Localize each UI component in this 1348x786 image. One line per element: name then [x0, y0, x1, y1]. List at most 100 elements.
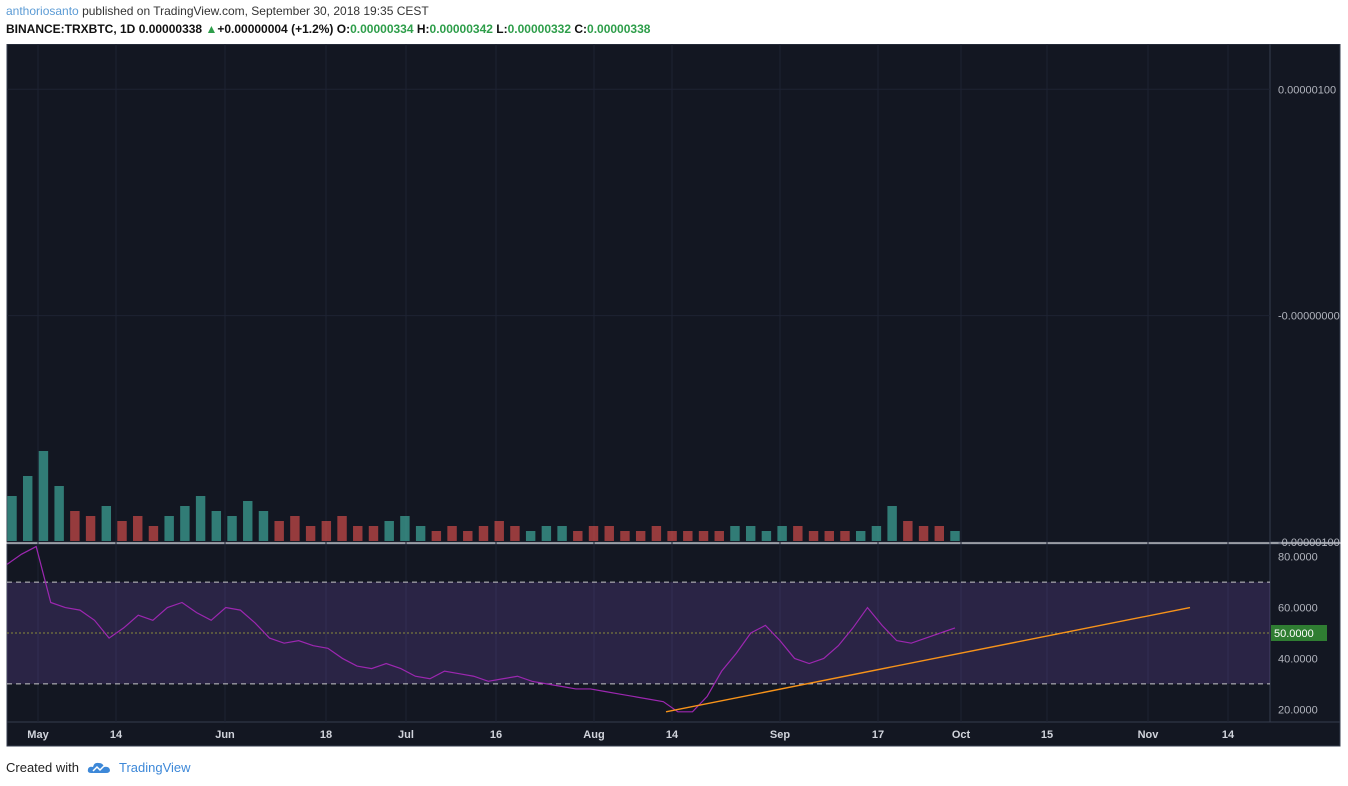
time-tick-label: Aug: [583, 729, 604, 741]
volume-bar: [871, 526, 882, 541]
rsi-trendline: [665, 606, 1191, 713]
volume-bar: [494, 521, 504, 541]
volume-bar: [243, 501, 253, 541]
time-tick-label: 18: [320, 729, 332, 741]
time-tick-label: May: [27, 729, 49, 741]
time-tick-label: 15: [1041, 729, 1053, 741]
published-text: published on TradingView.com, September …: [82, 4, 429, 18]
volume-bar: [227, 516, 237, 541]
chart-canvas[interactable]: 0.000011000.000010000.000009000.00000800…: [0, 44, 1348, 756]
volume-bar: [887, 506, 897, 541]
time-tick-label: Jun: [215, 729, 235, 741]
change-value: +0.00000004 (+1.2%): [217, 22, 334, 36]
last-price: 0.00000338: [138, 22, 203, 36]
high-label: H:: [416, 22, 430, 36]
volume-bar: [211, 511, 222, 541]
rsi-current-value: 50.0000: [1274, 628, 1314, 640]
volume-bar: [23, 476, 33, 541]
rsi-tick-label: 60.0000: [1278, 603, 1318, 615]
volume-bar: [745, 526, 756, 541]
time-tick-label: 14: [1222, 729, 1235, 741]
time-tick-label: 14: [110, 729, 123, 741]
volume-bar: [683, 531, 693, 541]
volume-bar: [101, 506, 112, 541]
open-label: O:: [336, 22, 351, 36]
low-value: 0.00000332: [507, 22, 572, 36]
volume-bar: [400, 516, 410, 541]
change-up-icon: ▲: [205, 22, 218, 36]
volume-bar: [353, 526, 363, 541]
volume-bar: [368, 526, 379, 541]
volume-bar: [667, 531, 677, 541]
volume-bar: [164, 516, 174, 541]
volume-bar: [761, 531, 772, 541]
volume-bar: [777, 526, 787, 541]
low-label: L:: [496, 22, 508, 36]
volume-bar: [478, 526, 489, 541]
volume-bar: [620, 531, 630, 541]
rsi-tick-label: 80.0000: [1278, 552, 1318, 564]
volume-bar: [541, 526, 552, 541]
volume-bar: [180, 506, 190, 541]
volume-bar: [635, 531, 646, 541]
volume-bar: [70, 511, 80, 541]
volume-bar: [903, 521, 913, 541]
volume-bar: [305, 526, 316, 541]
volume-bar: [54, 486, 64, 541]
volume-bar: [824, 531, 834, 541]
time-tick-label: Oct: [952, 729, 971, 741]
time-tick-label: 16: [490, 729, 502, 741]
volume-bar: [384, 521, 394, 541]
rsi-tick-label: 20.0000: [1278, 704, 1318, 716]
symbol-label: BINANCE:TRXBTC, 1D: [6, 22, 136, 36]
rsi-pane-background: [6, 543, 1341, 723]
volume-bar: [934, 526, 944, 541]
ohlc-legend: BINANCE:TRXBTC, 1D 0.00000338 ▲+0.000000…: [6, 22, 650, 36]
rsi-tick-label: 40.0000: [1278, 653, 1318, 665]
volume-bar: [321, 521, 332, 541]
price-tick-label: 0.00000100: [1278, 84, 1336, 96]
volume-bar: [808, 531, 819, 541]
volume-bar: [525, 531, 536, 541]
footer: Created with TradingView: [6, 760, 191, 775]
open-value: 0.00000334: [350, 22, 414, 36]
volume-bar: [431, 531, 442, 541]
volume-bar: [604, 526, 614, 541]
volume-bar: [337, 516, 347, 541]
volume-bar: [950, 531, 960, 541]
volume-bar: [840, 531, 850, 541]
time-tick-label: Nov: [1138, 729, 1160, 741]
volume-bar: [117, 521, 127, 541]
volume-bar: [573, 531, 583, 541]
volume-bar: [918, 526, 929, 541]
volume-bar: [698, 531, 709, 541]
time-tick-label: 14: [666, 729, 679, 741]
volume-bar: [148, 526, 159, 541]
volume-bar: [510, 526, 520, 541]
time-axis-background: [6, 721, 1341, 747]
volume-bar: [133, 516, 143, 541]
price-pane-background: [6, 44, 1341, 543]
tradingview-cloud-icon: [87, 762, 110, 773]
rsi-current-tag: [1271, 625, 1327, 641]
volume-bar: [274, 521, 284, 541]
volume-bar: [730, 526, 740, 541]
time-tick-label: Jul: [398, 729, 414, 741]
volume-bar: [793, 526, 803, 541]
volume-bar: [258, 511, 269, 541]
time-tick-label: Sep: [770, 729, 790, 741]
volume-bar: [651, 526, 662, 541]
publish-info: anthoriosanto published on TradingView.c…: [6, 4, 429, 18]
volume-bar: [855, 531, 866, 541]
time-tick-label: 17: [872, 729, 884, 741]
volume-bar: [447, 526, 457, 541]
author-link[interactable]: anthoriosanto: [6, 4, 79, 18]
volume-bar: [415, 526, 426, 541]
tradingview-link[interactable]: TradingView: [118, 760, 191, 775]
volume-bar: [588, 526, 599, 541]
volume-bar: [7, 496, 17, 541]
close-value: 0.00000338: [587, 22, 651, 36]
volume-bar: [38, 451, 49, 541]
rsi-line: [6, 545, 956, 713]
price-tick-label: -0.00000100: [1278, 537, 1340, 549]
